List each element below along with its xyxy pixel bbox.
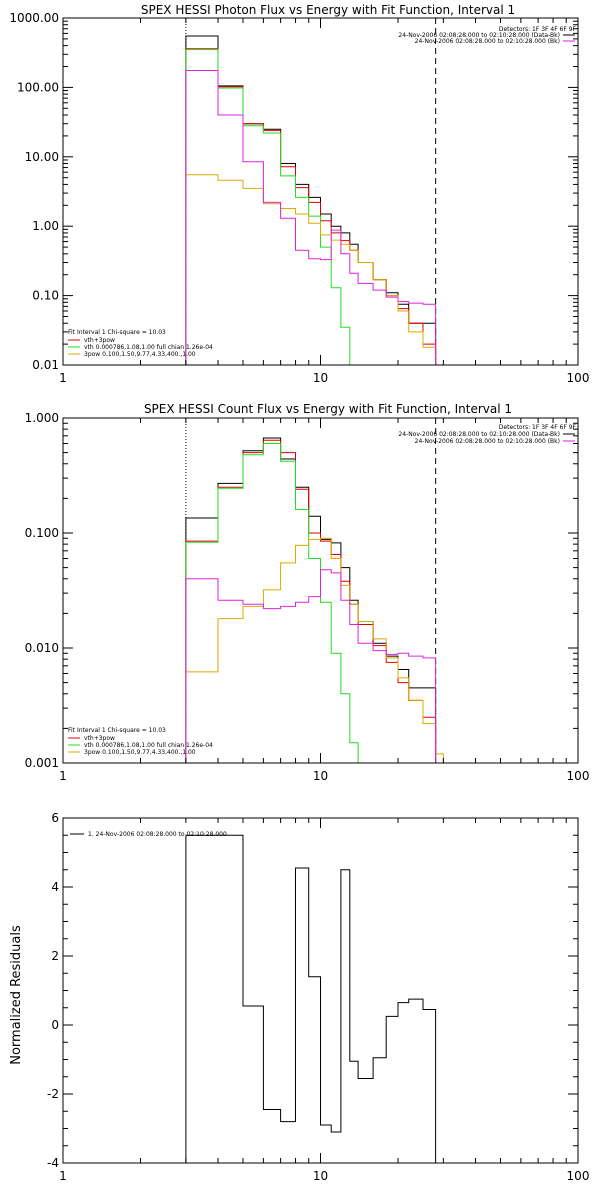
y-tick-label: 1.00 [32,219,59,233]
count-flux-panel: SPEX HESSI Count Flux vs Energy with Fit… [25,402,590,783]
axis-ticks: 1 10 100 0.01 0.10 1.00 10.00 100.00 1000.00 [9,11,589,385]
x-tick-label: 1 [59,1169,67,1183]
y-tick-label: 1000.00 [9,11,59,25]
x-tick-label: 10 [313,769,328,783]
series-bk [185,70,437,365]
legend-vth: vth 0.000786,1.08,1.00 full chian 1.26e-… [84,344,213,351]
data-interval-label: 24-Nov-2006 02:08:28.000 to 02:10:28.000… [398,431,560,438]
panel-title: SPEX HESSI Count Flux vs Energy with Fit… [144,402,512,416]
legend-vth3pow: vth+3pow [84,735,115,742]
x-tick-label: 1 [59,371,67,385]
y-tick-label: 0.10 [32,289,59,303]
y-tick-label: 0.001 [25,756,59,770]
legend-vth: vth 0.000786,1.08,1.00 full chian 1.26e-… [84,742,213,749]
y-tick-label: 0 [51,1018,59,1032]
series-3pow [185,174,437,365]
x-tick-label: 100 [567,769,590,783]
data-interval-label: 24-Nov-2006 02:08:28.000 to 02:10:28.000… [398,32,560,39]
y-tick-label: 6 [51,811,59,825]
axis-ticks: 1 10 100 -4 -2 0 2 4 6 [47,811,589,1183]
fit-legend: Fit Interval 1 Chi-square = 10.03 vth+3p… [68,329,213,358]
y-tick-label: 10.00 [25,150,59,164]
residuals-series [185,834,437,1163]
series-vth-3pow [185,48,437,365]
y-tick-label: 4 [51,880,59,894]
residuals-legend: 1. 24-Nov-2006 02:08:28.000 to 02:10:28.… [70,831,227,838]
fit-info: Fit Interval 1 Chi-square = 10.03 [68,727,166,734]
detectors-label: Detectors: 1F 3F 4F 6F 9F [499,26,577,33]
series-bk [185,569,444,764]
x-tick-label: 10 [313,1169,328,1183]
residuals-panel: 1 10 100 -4 -2 0 2 4 6 Normalized Residuals 1. 2… [9,811,589,1183]
panel-title: SPEX HESSI Photon Flux vs Energy with Fi… [141,3,515,17]
bk-interval-label: 24-Nov-2006 02:08:28.000 to 02:10:28.000… [415,38,560,45]
fit-legend: Fit Interval 1 Chi-square = 10.03 vth+3p… [68,727,213,756]
info-block: Detectors: 1F 3F 4F 6F 9F 24-Nov-2006 02… [398,26,576,45]
residuals-legend-label: 1. 24-Nov-2006 02:08:28.000 to 02:10:28.… [88,831,227,838]
y-tick-label: -2 [47,1087,59,1101]
y-tick-label: 0.100 [25,526,59,540]
legend-3pow: 3pow 0.100,1.50,9.77,4.33,400.,1.00 [84,749,196,756]
detectors-label: Detectors: 1F 3F 4F 6F 9F [499,424,577,431]
bk-interval-label: 24-Nov-2006 02:08:28.000 to 02:10:28.000… [415,438,560,445]
y-tick-label: 0.01 [32,358,59,372]
x-tick-label: 10 [313,371,328,385]
y-tick-label: -4 [47,1156,59,1170]
photon-flux-panel: SPEX HESSI Photon Flux vs Energy with Fi… [9,3,589,385]
x-tick-label: 1 [59,769,67,783]
x-tick-label: 100 [567,1169,590,1183]
series-data-bk [185,437,444,764]
series-3pow [185,537,444,763]
legend-3pow: 3pow 0.100,1.50,9.77,4.33,400.,1.00 [84,351,196,358]
fit-info: Fit Interval 1 Chi-square = 10.03 [68,329,166,336]
x-tick-label: 100 [567,371,590,385]
y-tick-label: 1.000 [25,411,59,425]
residuals-ylabel: Normalized Residuals [9,925,24,1065]
y-tick-label: 2 [51,949,59,963]
y-tick-label: 100.00 [17,80,59,94]
axis-ticks: 1 10 100 0.001 0.010 0.100 1.000 [25,411,590,783]
info-block: Detectors: 1F 3F 4F 6F 9F 24-Nov-2006 02… [398,424,576,445]
y-tick-label: 0.010 [25,641,59,655]
legend-vth3pow: vth+3pow [84,337,115,344]
series-residuals [185,834,437,1163]
